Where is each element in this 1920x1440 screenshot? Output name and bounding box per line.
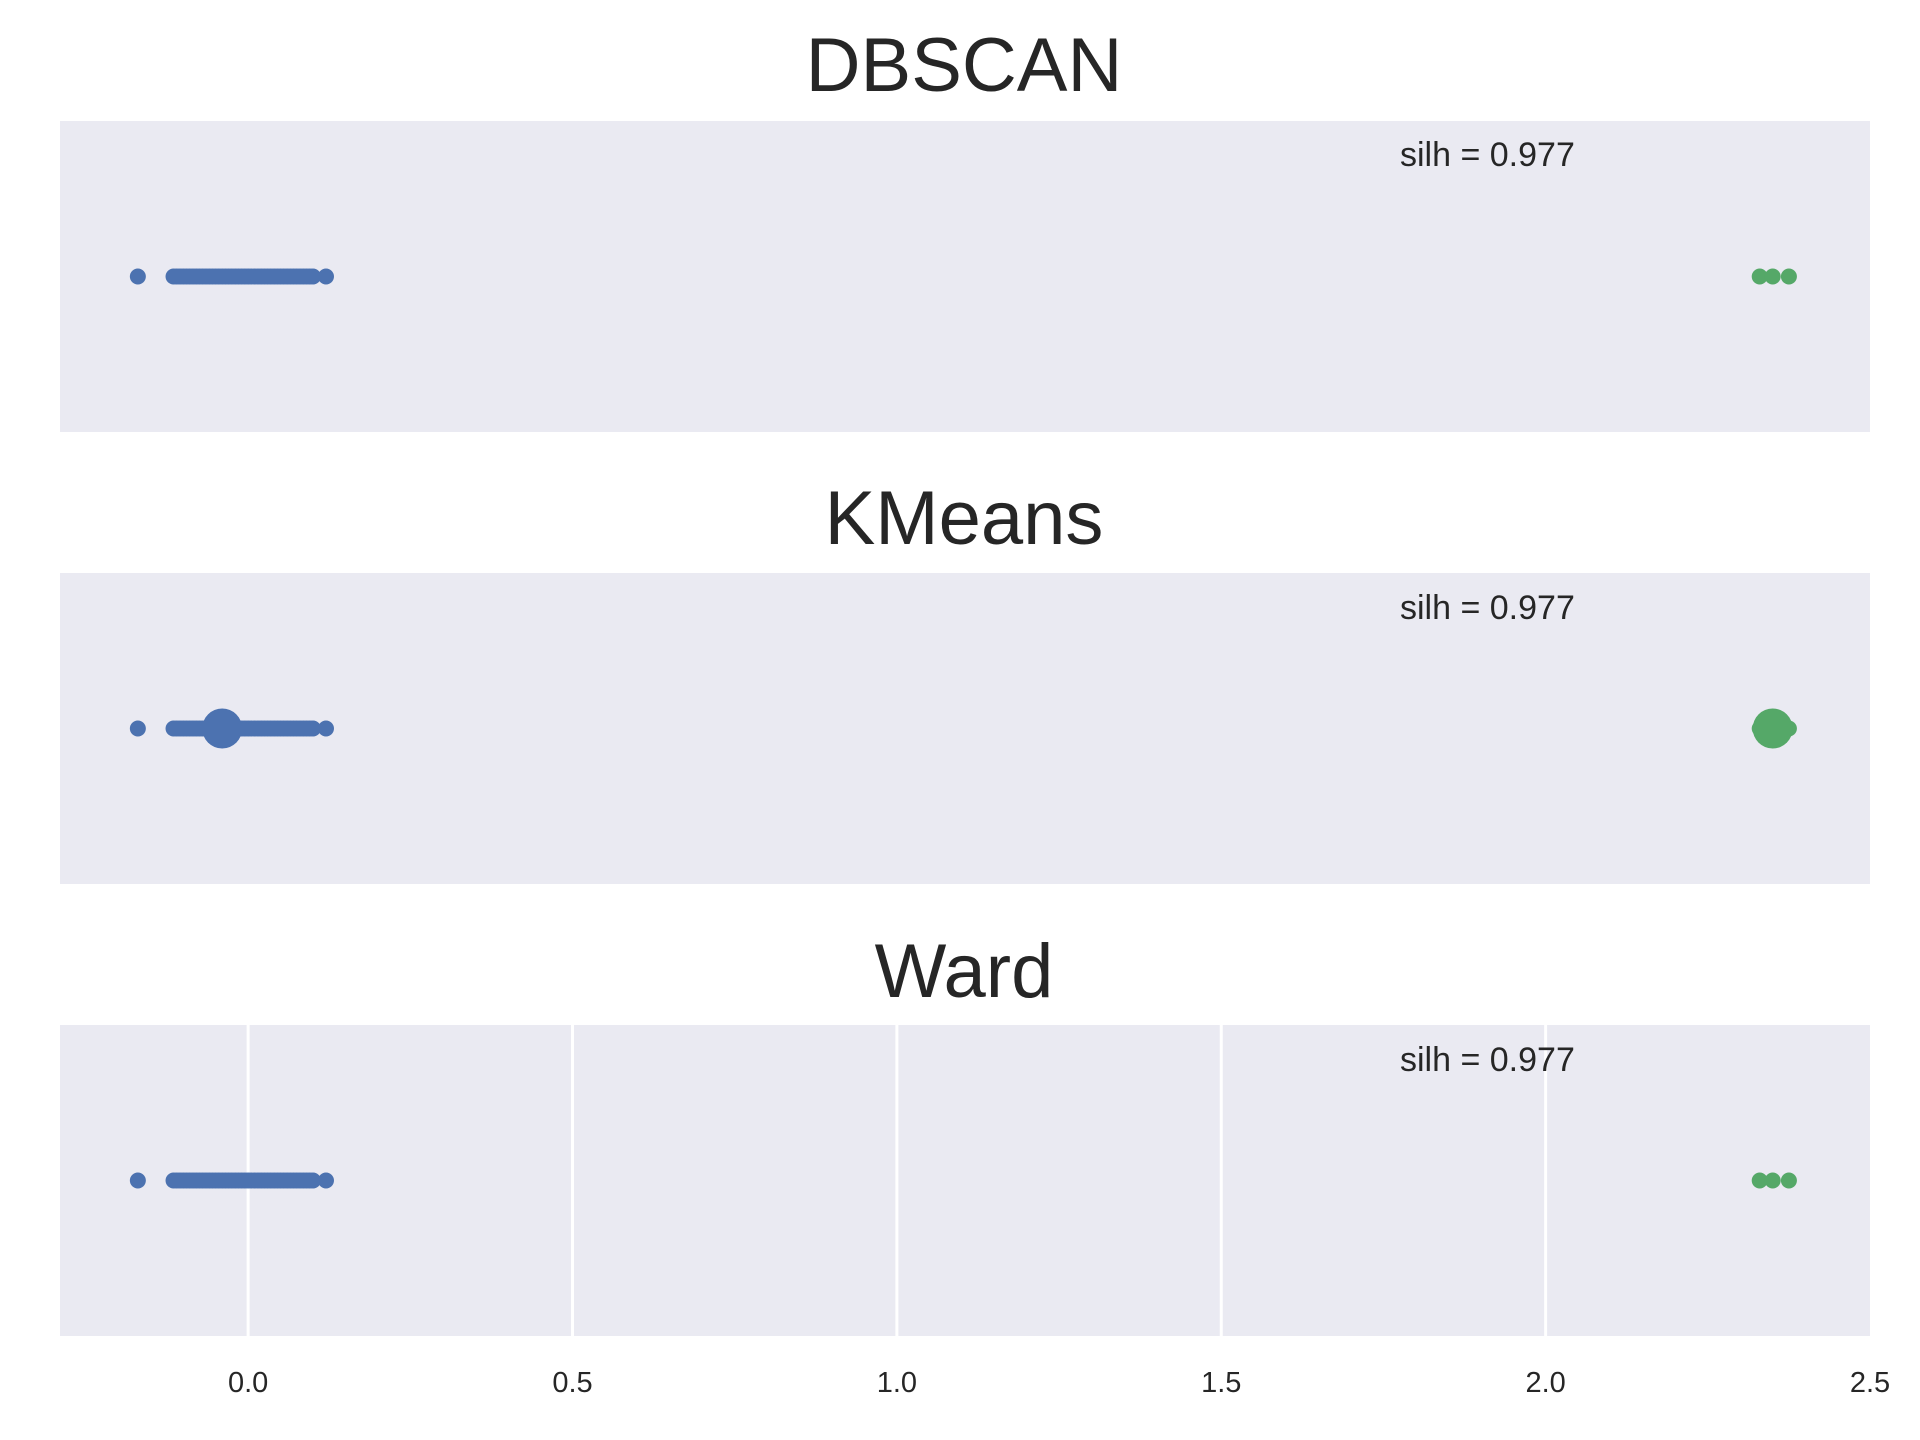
x-tick-label: 2.0 [1525,1367,1565,1399]
data-point [317,720,334,737]
data-point [317,268,334,285]
data-point [1751,268,1768,285]
data-point [129,1172,146,1189]
data-point [305,1172,322,1189]
x-tick-label: 0.0 [228,1367,268,1399]
panel-title: DBSCAN [806,23,1123,108]
panel-kmeans: KMeans silh = 0.977 [60,476,1870,884]
x-tick-label: 1.5 [1201,1367,1241,1399]
data-point [129,268,146,285]
data-point [305,268,322,285]
plot-area [60,121,1870,432]
x-tick-label: 0.5 [552,1367,592,1399]
x-axis-ticks: 0.0 0.5 1.0 1.5 2.0 2.5 [228,1367,1890,1399]
data-point [317,1172,334,1189]
data-point [129,720,146,737]
data-point [305,720,322,737]
silhouette-annotation: silh = 0.977 [1400,1041,1575,1079]
data-point [1780,268,1797,285]
x-tick-label: 1.0 [877,1367,917,1399]
panel-title: Ward [875,929,1054,1014]
gridlines [246,1025,1548,1336]
panel-ward: Ward silh = 0.977 0.0 0.5 1.0 1.5 2.0 2.5 [60,929,1890,1399]
x-tick-label: 2.5 [1850,1367,1890,1399]
data-point [1764,268,1781,285]
plot-area [60,1025,1870,1336]
data-points [129,1172,1797,1189]
plot-area [60,573,1870,884]
panel-title: KMeans [825,476,1104,561]
panel-dbscan: DBSCAN silh = 0.977 [60,23,1870,432]
data-point [1751,1172,1768,1189]
silhouette-annotation: silh = 0.977 [1400,589,1575,627]
data-point [1780,1172,1797,1189]
data-points [129,708,1797,749]
data-points [129,268,1797,285]
silhouette-annotation: silh = 0.977 [1400,136,1575,174]
data-point [1764,1172,1781,1189]
cluster-centroid-point [202,708,243,749]
cluster-centroid-point [1752,708,1793,749]
